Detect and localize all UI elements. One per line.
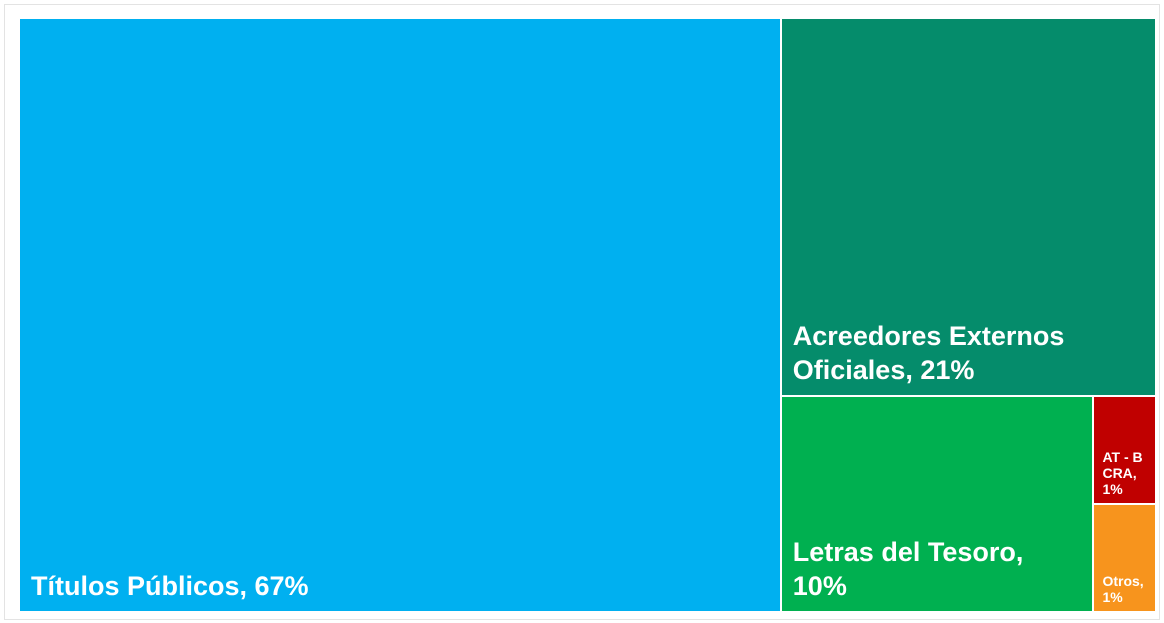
tile: Títulos Públicos, 67% bbox=[19, 18, 781, 612]
tile-label: Letras del Tesoro, 10% bbox=[792, 537, 1024, 601]
tile-label: Títulos Públicos, 67% bbox=[31, 571, 309, 601]
tile: Letras del Tesoro, 10% bbox=[780, 396, 1094, 612]
tile: Otros, 1% bbox=[1093, 504, 1156, 612]
tile: AT - BCRA, 1% bbox=[1093, 396, 1156, 504]
treemap: Títulos Públicos, 67% Acreedores Externos… bbox=[19, 18, 1156, 612]
tile-label: Acreedores Externos Oficiales, 21% bbox=[792, 321, 1065, 385]
chart-frame bbox=[4, 4, 1160, 620]
tile-label: AT - BCRA, 1% bbox=[1102, 449, 1143, 497]
tile: Acreedores Externos Oficiales, 21% bbox=[780, 18, 1156, 396]
tile-label: Otros, 1% bbox=[1102, 573, 1144, 605]
